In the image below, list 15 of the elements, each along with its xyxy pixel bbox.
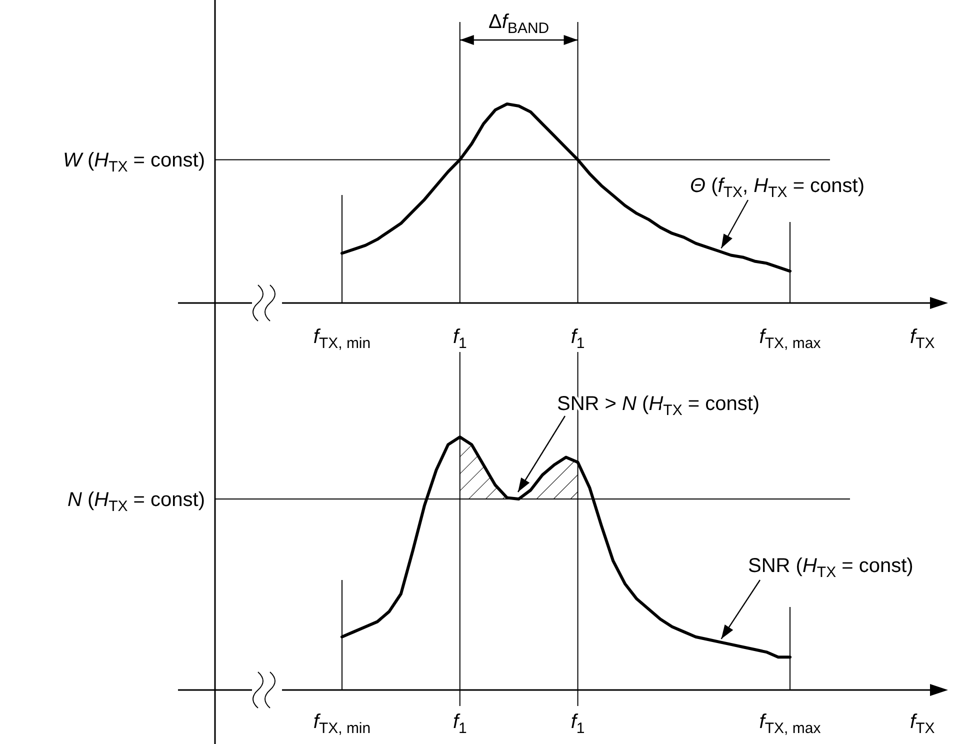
ref-line-label: N (H$_{TX}$ = const) (67, 488, 205, 514)
ref-line-label: W (H$_{TX}$ = const) (63, 150, 205, 176)
x-tick-label: f$_{TX, max}$ (759, 326, 822, 352)
x-tick-label: f$_{TX, min}$ (313, 711, 371, 736)
x-tick-label: f$_{TX, max}$ (759, 711, 822, 736)
text: Δf$_{BAND}$ (488, 11, 550, 36)
x-tick-label: f$_{1}$ (452, 711, 467, 736)
x-axis-title: f$_{TX}$ (910, 711, 935, 736)
x-tick-label: f$_{1}$ (570, 711, 585, 736)
annotation: SNR (H$_{TX}$ = const) (748, 555, 914, 580)
x-tick-label: f$_{1}$ (570, 326, 585, 352)
annotation: Θ (f$_{TX}$, H$_{TX}$ = const) (690, 175, 865, 200)
x-tick-label: f$_{1}$ (452, 326, 467, 352)
x-tick-label: f$_{TX, min}$ (313, 326, 371, 352)
x-axis-title: f$_{TX}$ (910, 326, 935, 352)
